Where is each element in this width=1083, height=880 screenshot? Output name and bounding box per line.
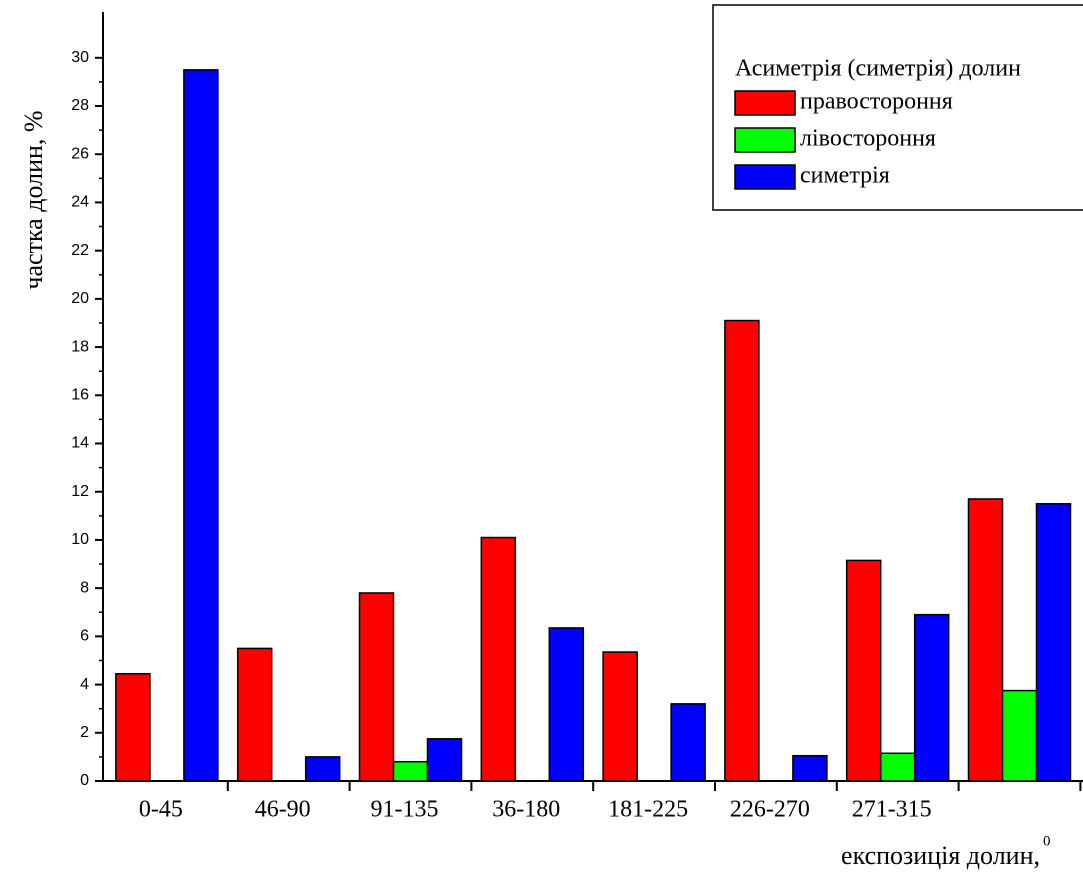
y-tick-label: 20 bbox=[71, 290, 89, 307]
x-tick-label: 0-45 bbox=[139, 797, 183, 823]
bar bbox=[426, 738, 463, 782]
bar bbox=[845, 559, 882, 782]
bar bbox=[392, 760, 429, 782]
y-tick-label: 8 bbox=[80, 579, 89, 596]
x-tick-label: 91-135 bbox=[371, 797, 439, 823]
y-tick-label: 16 bbox=[71, 387, 89, 404]
y-tick-label: 26 bbox=[71, 145, 89, 162]
bar bbox=[967, 498, 1004, 782]
bar bbox=[480, 536, 517, 782]
bar bbox=[913, 613, 950, 782]
bar bbox=[236, 647, 273, 782]
legend-swatch bbox=[734, 127, 796, 153]
bar bbox=[1001, 689, 1038, 782]
bar bbox=[879, 752, 916, 782]
x-axis-label: експозиція долин, bbox=[841, 841, 1040, 870]
y-tick-label: 2 bbox=[80, 724, 89, 741]
y-tick-label: 10 bbox=[71, 531, 89, 548]
x-tick-label: 181-225 bbox=[608, 797, 688, 823]
legend-label: лівостороння bbox=[800, 126, 936, 152]
y-tick-label: 18 bbox=[71, 338, 89, 355]
x-tick-label: 46-90 bbox=[255, 797, 311, 823]
legend-title: Асиметрія (симетрія) долин bbox=[735, 56, 1021, 82]
y-tick-label: 28 bbox=[71, 97, 89, 114]
x-tick-label: 226-270 bbox=[730, 797, 810, 823]
legend-label: симетрія bbox=[800, 163, 890, 189]
y-tick-label: 4 bbox=[80, 676, 89, 693]
y-tick-label: 14 bbox=[71, 435, 89, 452]
legend-swatch bbox=[734, 164, 796, 190]
bar bbox=[548, 627, 585, 782]
bar bbox=[602, 651, 638, 782]
y-tick-label: 0 bbox=[80, 772, 89, 789]
bar bbox=[304, 756, 341, 782]
y-tick-label: 24 bbox=[71, 194, 89, 211]
bar bbox=[792, 754, 828, 782]
bar bbox=[358, 592, 395, 782]
bar bbox=[724, 319, 760, 782]
bar bbox=[183, 69, 219, 782]
y-axis-label: частка долин, % bbox=[19, 110, 48, 289]
legend-swatch bbox=[734, 90, 796, 116]
bar bbox=[670, 703, 706, 782]
x-axis-label-sup: 0 bbox=[1043, 833, 1051, 849]
bar bbox=[115, 672, 151, 782]
y-tick-label: 6 bbox=[80, 628, 89, 645]
bar bbox=[1035, 503, 1072, 782]
y-tick-label: 12 bbox=[71, 483, 89, 500]
x-tick-label: 36-180 bbox=[492, 797, 560, 823]
x-tick-label: 271-315 bbox=[852, 797, 932, 823]
y-tick-label: 22 bbox=[71, 242, 89, 259]
legend-label: правостороння bbox=[800, 89, 953, 115]
y-tick-label: 30 bbox=[71, 49, 89, 66]
